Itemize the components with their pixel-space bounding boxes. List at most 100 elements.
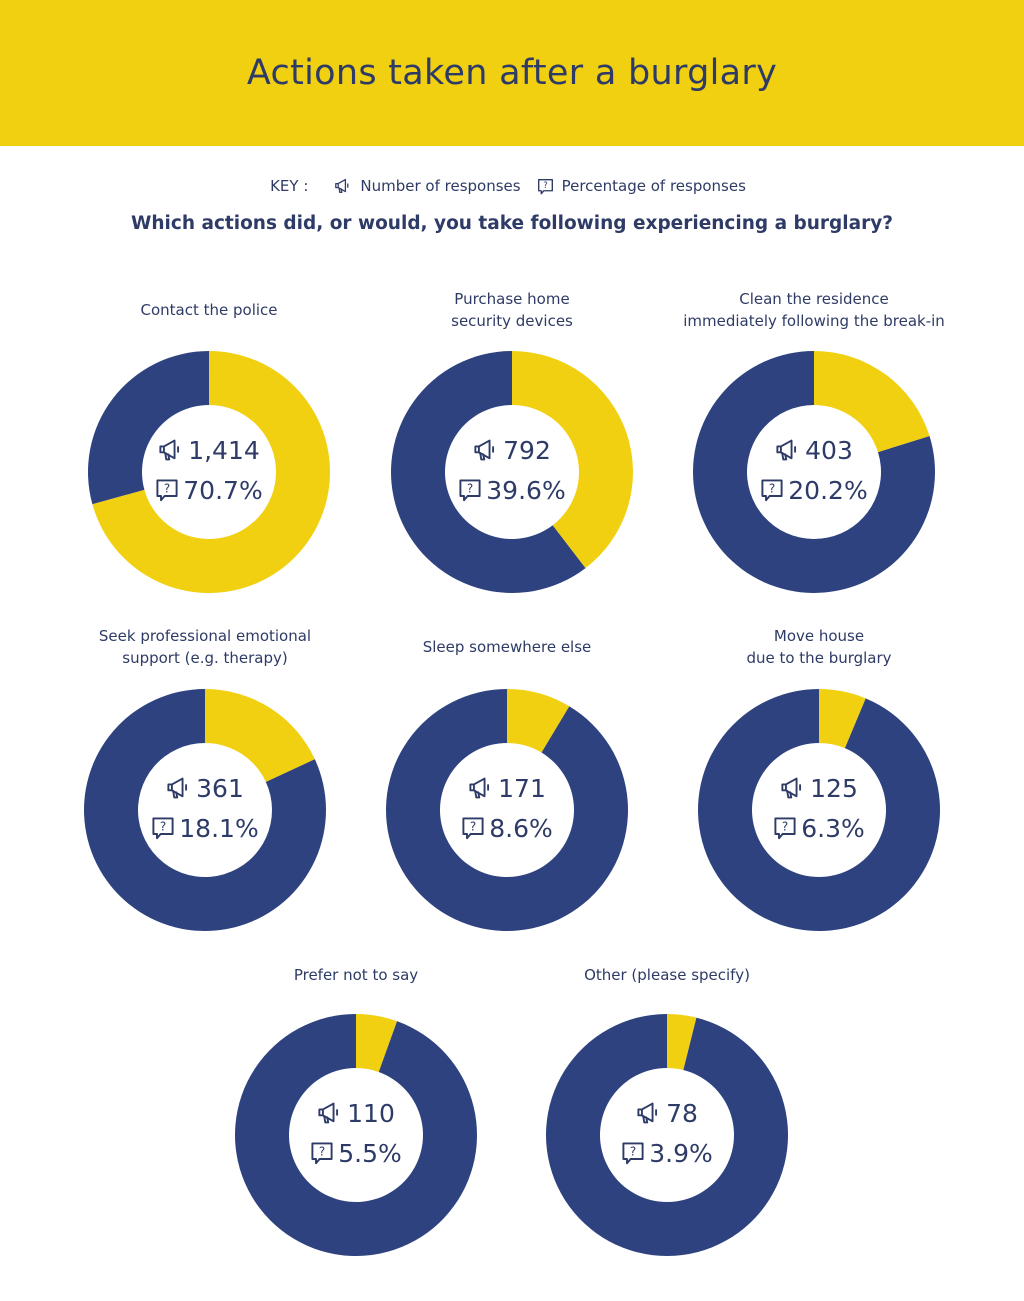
- response-count: 78: [597, 1097, 737, 1129]
- svg-text:?: ?: [467, 481, 473, 495]
- response-percentage: ? 3.9%: [597, 1137, 737, 1169]
- chart-label: Purchase home security devices: [362, 288, 662, 332]
- megaphone-icon: [159, 439, 180, 461]
- question-bubble-icon: ?: [774, 817, 796, 840]
- donut-remainder-segment: [546, 1014, 788, 1256]
- response-percentage-value: 70.7%: [183, 475, 263, 505]
- donut-value-segment: [814, 351, 930, 453]
- svg-text:?: ?: [319, 1144, 325, 1158]
- key-label: KEY :: [270, 177, 309, 195]
- donut-chart: [391, 351, 633, 593]
- response-percentage: ? 8.6%: [437, 812, 577, 844]
- megaphone-icon: [318, 1102, 339, 1124]
- svg-text:?: ?: [769, 481, 775, 495]
- donut-chart: [385, 689, 628, 931]
- chart-label: Move house due to the burglary: [669, 625, 969, 669]
- donut-chart: [698, 689, 940, 931]
- question-bubble-icon: ?: [152, 817, 174, 840]
- donut-value-segment: [819, 689, 866, 749]
- chart-label: Contact the police: [59, 299, 359, 321]
- megaphone-icon: [469, 777, 490, 799]
- donut-chart: [693, 351, 935, 593]
- response-percentage-value: 20.2%: [788, 475, 868, 505]
- page-title: Actions taken after a burglary: [246, 53, 778, 93]
- chart-label: Seek professional emotional support (e.g.…: [55, 625, 355, 669]
- question-bubble-icon: ?: [537, 178, 553, 194]
- response-percentage-value: 6.3%: [801, 813, 865, 843]
- question-bubble-icon: ?: [156, 479, 178, 502]
- survey-question: Which actions did, or would, you take fo…: [130, 213, 894, 234]
- donut-value-segment: [667, 1014, 697, 1071]
- question-bubble-icon: ?: [761, 479, 783, 502]
- chart-label-line: Other (please specify): [584, 966, 750, 984]
- donut-remainder-segment: [88, 351, 209, 505]
- key-legend: KEY : Number of responses ? Percentage o…: [0, 175, 1024, 197]
- response-count: 792: [442, 434, 582, 466]
- svg-text:?: ?: [782, 819, 788, 833]
- chart-label-line: Purchase home: [454, 290, 570, 308]
- header-banner: Actions taken after a burglary: [0, 0, 1024, 146]
- question-bubble-icon: ?: [459, 479, 481, 502]
- response-percentage: ? 18.1%: [135, 812, 275, 844]
- response-percentage-value: 5.5%: [338, 1138, 402, 1168]
- chart-label-line: Prefer not to say: [293, 966, 419, 984]
- donut-chart: [546, 1014, 788, 1256]
- svg-text:?: ?: [470, 819, 476, 833]
- donut-chart: [88, 351, 330, 593]
- response-count: 125: [749, 772, 889, 804]
- donut-remainder-segment: [391, 351, 586, 593]
- response-percentage: ? 6.3%: [749, 812, 889, 844]
- question-bubble-icon: ?: [311, 1142, 333, 1165]
- donut-remainder-segment: [83, 689, 326, 931]
- response-count-value: 78: [666, 1098, 698, 1128]
- donut-value-segment: [507, 689, 570, 753]
- donut-remainder-segment: [385, 689, 628, 931]
- response-count-value: 110: [347, 1098, 395, 1128]
- response-count-value: 1,414: [188, 435, 260, 465]
- response-count-value: 361: [196, 773, 244, 803]
- chart-label-line: Move house: [773, 627, 865, 645]
- svg-text:?: ?: [160, 819, 166, 833]
- megaphone-icon: [167, 777, 188, 799]
- megaphone-icon: [335, 178, 349, 194]
- key-responses-label: Number of responses: [360, 177, 521, 195]
- response-count: 361: [135, 772, 275, 804]
- question-bubble-icon: ?: [462, 817, 484, 840]
- megaphone-icon: [637, 1102, 658, 1124]
- key-percentage-label: Percentage of responses: [561, 177, 746, 195]
- donut-remainder-segment: [234, 1014, 478, 1256]
- megaphone-icon: [474, 439, 495, 461]
- donut-value-segment: [512, 351, 633, 569]
- response-percentage-value: 3.9%: [649, 1138, 713, 1168]
- chart-label-line: immediately following the break-in: [683, 312, 945, 330]
- response-percentage-value: 8.6%: [489, 813, 553, 843]
- svg-text:?: ?: [630, 1144, 636, 1158]
- chart-label-line: due to the burglary: [746, 649, 892, 667]
- donut-value-segment: [92, 351, 330, 593]
- donut-value-segment: [205, 689, 315, 782]
- response-percentage: ? 39.6%: [442, 474, 582, 506]
- donut-remainder-segment: [698, 689, 940, 931]
- response-count: 403: [744, 434, 884, 466]
- response-percentage: ? 20.2%: [744, 474, 884, 506]
- response-count: 110: [286, 1097, 426, 1129]
- chart-label: Other (please specify): [517, 964, 817, 986]
- response-count-value: 403: [805, 435, 853, 465]
- key-item-responses: Number of responses: [334, 177, 521, 195]
- chart-label-line: Contact the police: [140, 301, 278, 319]
- response-count: 171: [437, 772, 577, 804]
- svg-text:?: ?: [543, 181, 548, 191]
- chart-label-line: Sleep somewhere else: [422, 638, 592, 656]
- chart-label-line: Clean the residence: [739, 290, 889, 308]
- response-count: 1,414: [139, 434, 279, 466]
- donut-chart: [83, 689, 326, 931]
- chart-label: Prefer not to say: [206, 964, 506, 986]
- donut-remainder-segment: [693, 351, 935, 593]
- response-percentage-value: 39.6%: [486, 475, 566, 505]
- response-count-value: 125: [810, 773, 858, 803]
- chart-label: Sleep somewhere else: [357, 636, 657, 658]
- response-count-value: 171: [498, 773, 546, 803]
- donut-chart: [234, 1014, 478, 1256]
- svg-text:?: ?: [164, 481, 170, 495]
- question-bubble-icon: ?: [622, 1142, 644, 1165]
